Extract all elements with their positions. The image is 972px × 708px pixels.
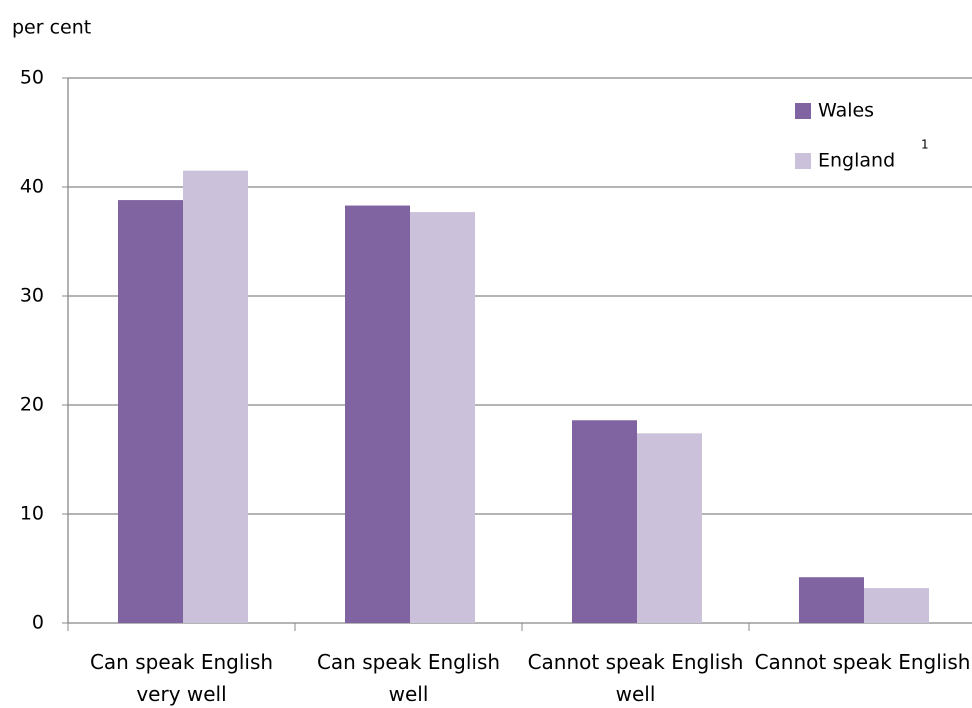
x-tick-label: Cannot speak English well bbox=[527, 650, 744, 706]
bar bbox=[572, 420, 637, 623]
bar bbox=[637, 433, 702, 623]
bar bbox=[799, 577, 864, 623]
y-tick-label: 10 bbox=[20, 503, 44, 525]
y-tick-label: 40 bbox=[20, 176, 44, 198]
legend-label: England bbox=[818, 150, 895, 172]
y-tick-label: 20 bbox=[20, 394, 44, 416]
bar bbox=[410, 212, 475, 623]
legend-label: Wales bbox=[818, 100, 874, 122]
y-tick-label: 0 bbox=[32, 612, 44, 634]
legend-swatch bbox=[795, 153, 811, 169]
x-tick-label: Can speak English well bbox=[316, 650, 501, 706]
x-tick-label: Can speak English very well bbox=[89, 650, 274, 706]
y-tick-label: 30 bbox=[20, 285, 44, 307]
legend-swatch bbox=[795, 103, 811, 119]
legend-note: 1 bbox=[921, 138, 929, 152]
bar bbox=[118, 200, 183, 623]
bar bbox=[183, 170, 248, 623]
bar bbox=[864, 588, 929, 623]
y-axis-label: per cent bbox=[12, 17, 91, 39]
y-tick-label: 50 bbox=[20, 67, 44, 89]
bar bbox=[345, 205, 410, 623]
x-tick-label: Cannot speak English bbox=[754, 650, 971, 674]
